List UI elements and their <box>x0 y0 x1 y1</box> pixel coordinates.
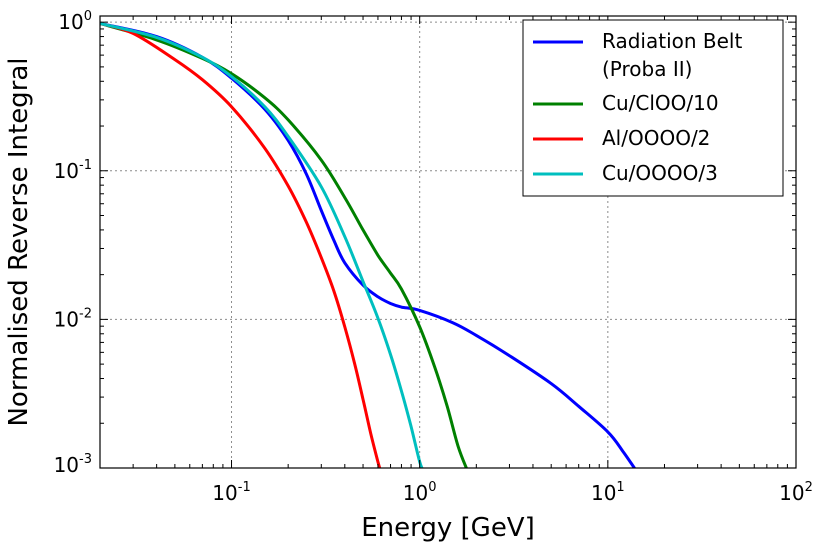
x-axis-title: Energy [GeV] <box>361 513 535 543</box>
legend-label-cu-cloo-10: Cu/ClOO/10 <box>602 91 719 115</box>
y-tick-label: 10-1 <box>54 158 92 183</box>
x-tick-label: 10-1 <box>212 480 250 505</box>
x-tick-label: 101 <box>591 480 625 505</box>
legend-label-cu-oooo-3: Cu/OOOO/3 <box>602 161 718 185</box>
y-tick-label: 10-3 <box>54 452 92 477</box>
legend: Radiation Belt (Proba II) Cu/ClOO/10 Al/OOO… <box>522 19 784 197</box>
y-tick-label: 10-2 <box>54 306 92 331</box>
plot-frame <box>99 15 797 469</box>
series-layer <box>100 22 637 468</box>
y-tick-label: 100 <box>58 9 92 34</box>
x-tick-label: 100 <box>403 480 437 505</box>
series-line-al-oooo-2 <box>100 22 382 468</box>
series-line-cu-oooo-3 <box>100 22 424 468</box>
legend-label-al-oooo-2: Al/OOOO/2 <box>602 126 710 150</box>
tick-labels: 10-1 100 101 102 10-3 10-2 10-1 100 <box>54 9 813 505</box>
y-axis-title: Normalised Reverse Integral <box>4 57 34 426</box>
ticks <box>100 16 797 469</box>
x-tick-label: 102 <box>779 480 813 505</box>
series-line-radiation-belt-proba-ii <box>100 22 637 468</box>
legend-label-radiation-belt-proba-ii: (Proba II) <box>602 57 692 81</box>
legend-box <box>522 19 784 197</box>
legend-label-radiation-belt-proba-ii: Radiation Belt <box>602 29 742 53</box>
